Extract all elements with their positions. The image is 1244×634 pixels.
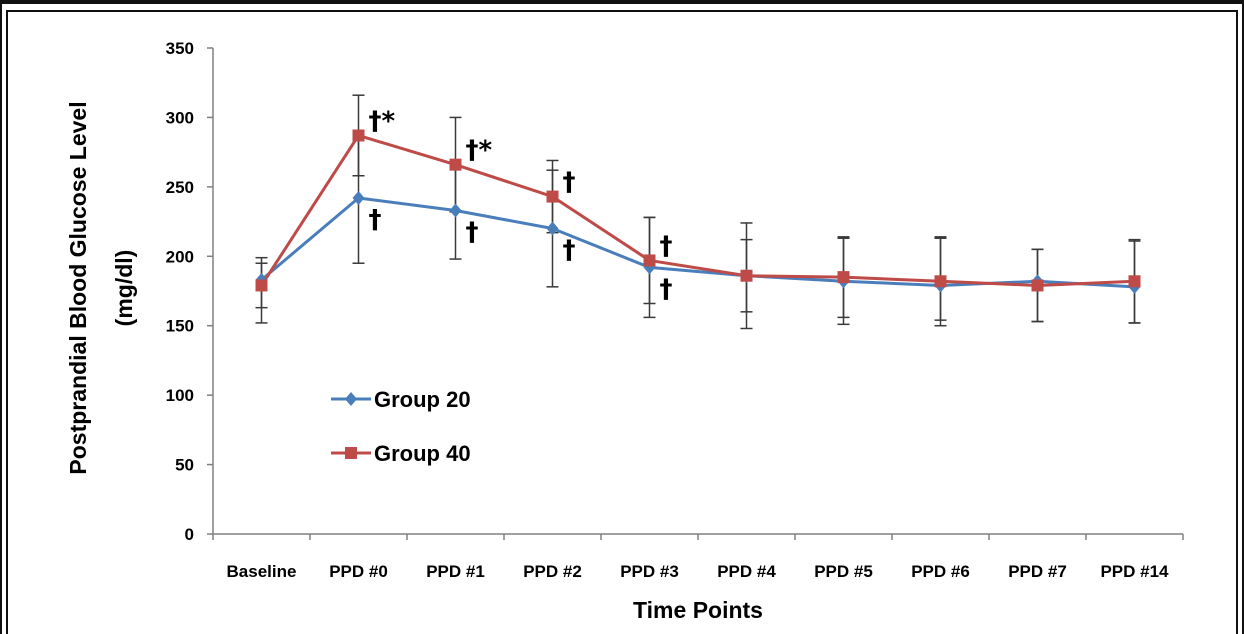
legend-label: Group 20 xyxy=(374,387,471,412)
y-tick-label: 350 xyxy=(166,39,194,58)
y-axis-title-line-2: (mg/dl) xyxy=(111,250,137,327)
significance-marker: †* xyxy=(466,136,493,166)
significance-annotations: †* †* † † † † † † xyxy=(369,106,673,304)
x-tick-label: PPD #6 xyxy=(911,562,970,581)
x-tick-label: PPD #14 xyxy=(1100,562,1169,581)
significance-marker: † xyxy=(660,231,673,261)
significance-marker: † xyxy=(466,217,479,247)
data-point-group-20 xyxy=(352,190,365,205)
data-point-group-40 xyxy=(643,254,656,267)
significance-marker: † xyxy=(660,274,673,304)
y-tick-label: 50 xyxy=(175,456,194,475)
x-tick-label: PPD #0 xyxy=(329,562,388,581)
data-point-group-40 xyxy=(255,279,268,292)
x-tick-label: PPD #2 xyxy=(523,562,582,581)
data-point-group-40 xyxy=(1031,279,1044,292)
significance-marker: † xyxy=(563,236,576,266)
y-tick-label: 0 xyxy=(185,525,194,544)
x-tick-label: PPD #5 xyxy=(814,562,873,581)
data-point-group-40 xyxy=(352,129,365,142)
x-tick-label: PPD #4 xyxy=(717,562,776,581)
y-axis-title: Postprandial Blood Glucose Level (mg/dl) xyxy=(65,101,137,474)
x-tick-label: Baseline xyxy=(227,562,297,581)
data-point-group-40 xyxy=(740,269,753,282)
legend-marker xyxy=(345,447,357,459)
series-lines xyxy=(260,133,1135,289)
x-tick-label: PPD #1 xyxy=(426,562,485,581)
data-point-group-20 xyxy=(546,221,559,236)
y-axis-title-line-1: Postprandial Blood Glucose Level xyxy=(65,101,91,474)
data-point-group-40 xyxy=(546,190,559,203)
significance-marker: †* xyxy=(369,106,396,136)
x-tick-label: PPD #7 xyxy=(1008,562,1067,581)
y-tick-label: 300 xyxy=(166,108,194,127)
data-point-group-40 xyxy=(837,271,850,284)
data-point-group-40 xyxy=(1128,275,1141,288)
x-axis-title: Time Points xyxy=(633,597,763,623)
series-markers xyxy=(255,129,1141,294)
y-tick-label: 150 xyxy=(166,317,194,336)
axes: 0 50 100 150 200 250 300 350 Baseline PPD #0 PPD #… xyxy=(166,39,1184,581)
legend-label: Group 40 xyxy=(374,441,471,466)
y-tick-label: 250 xyxy=(166,178,194,197)
series-line-group-40 xyxy=(260,133,1135,287)
legend: Group 20 Group 40 xyxy=(331,387,471,466)
y-tick-label: 200 xyxy=(166,247,194,266)
significance-marker: † xyxy=(563,168,576,198)
data-point-group-20 xyxy=(449,203,462,218)
significance-marker: † xyxy=(369,205,382,235)
data-point-group-40 xyxy=(449,158,462,171)
data-point-group-40 xyxy=(934,275,947,288)
chart-frame xyxy=(6,10,1238,634)
legend-marker xyxy=(345,392,357,406)
y-tick-label: 100 xyxy=(166,386,194,405)
x-tick-label: PPD #3 xyxy=(620,562,679,581)
series-line-group-20 xyxy=(260,196,1135,289)
